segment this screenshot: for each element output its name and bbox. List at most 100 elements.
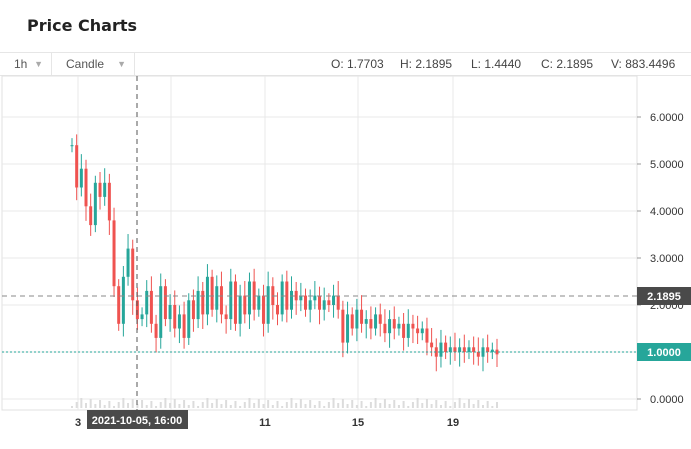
volume-bar — [323, 406, 325, 408]
volume-bar — [225, 400, 227, 408]
candle-body — [439, 343, 442, 357]
candle-body — [355, 310, 358, 329]
candle-body — [145, 291, 148, 315]
volume-bar — [459, 398, 461, 408]
candle-body — [215, 286, 218, 310]
candle-body — [248, 282, 251, 315]
y-tick-label: 0.0000 — [650, 394, 684, 406]
candle-body — [295, 291, 298, 300]
candle-body — [243, 296, 246, 315]
candle-body — [85, 169, 88, 207]
volume-bar — [281, 406, 283, 408]
volume-bar — [487, 401, 489, 408]
candle-body — [131, 249, 134, 301]
candle-body — [318, 296, 321, 310]
volume-bar — [220, 404, 222, 408]
chart-grid — [2, 76, 637, 410]
volume-bar — [183, 400, 185, 408]
candle-body — [173, 305, 176, 329]
candle-body — [229, 282, 232, 320]
candle-body — [127, 249, 130, 277]
candle-body — [351, 314, 354, 328]
candle-body — [117, 286, 120, 324]
candle-body — [276, 305, 279, 314]
volume-bar — [230, 405, 232, 408]
volume-bar — [244, 402, 246, 408]
y-axis: 0.00001.00002.00003.00004.00005.00006.00… — [637, 112, 684, 406]
candle-body — [393, 319, 396, 328]
candle-body — [80, 169, 83, 188]
candle-body — [262, 296, 265, 324]
volume-bar — [426, 399, 428, 408]
candle-body — [290, 291, 293, 310]
candle-body — [323, 300, 326, 309]
candle-body — [234, 282, 237, 324]
volume-bar — [463, 403, 465, 408]
volume-bar — [477, 400, 479, 408]
volume-bar — [356, 405, 358, 408]
volume-bar — [389, 404, 391, 408]
volume-bar — [122, 398, 124, 408]
candle-body — [486, 347, 489, 352]
candle-body — [407, 324, 410, 338]
candle-body — [402, 324, 405, 338]
volume-bar — [202, 402, 204, 408]
volume-bar — [174, 399, 176, 408]
volume-bar — [248, 398, 250, 408]
candle-body — [332, 296, 335, 305]
candle-body — [75, 145, 78, 187]
volume-bar — [164, 398, 166, 408]
candle-body — [309, 300, 312, 309]
volume-bar — [94, 404, 96, 408]
reference-price-tag: 1.0000 — [637, 343, 691, 361]
volume-bar — [473, 404, 475, 408]
volume-bar — [286, 402, 288, 408]
candle-body — [304, 296, 307, 310]
volume-bar — [333, 398, 335, 408]
x-tick-label: 19 — [447, 417, 459, 429]
volume-bar — [347, 404, 349, 408]
volume-bar — [71, 406, 73, 408]
x-tick-label: 15 — [352, 417, 364, 429]
volume-bar — [80, 398, 82, 408]
volume-bar — [132, 399, 134, 408]
volume-bar — [445, 401, 447, 408]
volume-bar — [454, 402, 456, 408]
volume-bar — [309, 400, 311, 408]
volume-bar — [435, 400, 437, 408]
crosshair-time-tag: 2021-10-05, 16:00 — [87, 410, 188, 429]
candle-body — [467, 347, 470, 352]
candle-body — [360, 310, 363, 324]
volume-bar — [234, 401, 236, 408]
volume-bar — [421, 403, 423, 408]
volume-bar — [440, 405, 442, 408]
candle-body — [388, 319, 391, 333]
x-tick-label: 11 — [259, 417, 271, 429]
candle-body — [94, 183, 97, 225]
volume-bar — [370, 402, 372, 408]
candle-body — [397, 324, 400, 329]
candles — [71, 134, 499, 371]
candle-body — [155, 324, 158, 338]
candle-body — [463, 347, 466, 352]
y-tick-label: 5.0000 — [650, 159, 684, 171]
candle-body — [458, 347, 461, 352]
candle-body — [187, 300, 190, 338]
volume-bar — [272, 405, 274, 408]
candle-body — [108, 183, 111, 221]
volume-bar — [496, 402, 498, 408]
volume-bar — [267, 400, 269, 408]
candle-body — [257, 296, 260, 310]
volume-bar — [305, 404, 307, 408]
volume-bar — [351, 400, 353, 408]
candle-body — [472, 347, 475, 352]
candle-body — [341, 310, 344, 343]
candle-body — [197, 291, 200, 319]
volume-bar — [262, 404, 264, 408]
volume-bar — [276, 401, 278, 408]
volume-bar — [482, 405, 484, 408]
candle-body — [183, 314, 186, 338]
volume-bar — [300, 399, 302, 408]
current-price-label: 2.1895 — [647, 291, 681, 303]
